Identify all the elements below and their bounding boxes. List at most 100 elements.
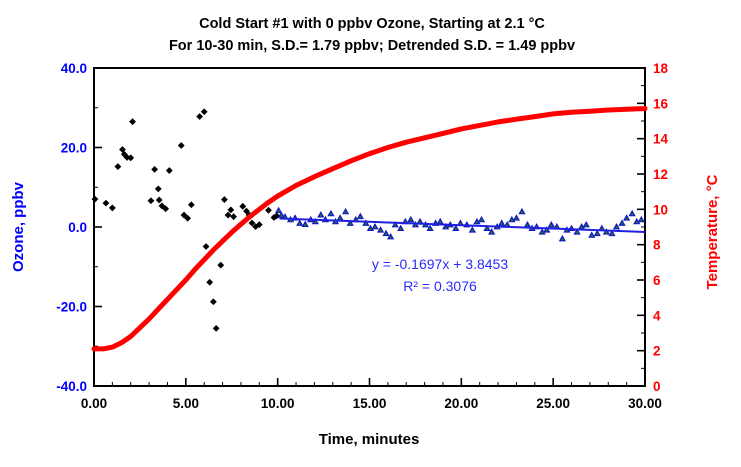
x-tick-label: 25.00 (536, 396, 570, 411)
detrended-ozone-point-center (561, 238, 564, 241)
right-y-tick-label: 12 (653, 167, 668, 182)
detrended-ozone-point (391, 221, 399, 228)
ozone-point (177, 142, 185, 149)
detrended-ozone-point-center (585, 224, 588, 227)
x-tick-label: 15.00 (353, 396, 387, 411)
ozone-point (162, 205, 170, 213)
detrended-ozone-point-center (625, 217, 628, 220)
x-tick-label: 0.00 (81, 396, 107, 411)
detrended-ozone-point-center (384, 232, 388, 236)
detrended-ozone-point (382, 229, 390, 237)
detrended-ozone-point-center (394, 224, 397, 227)
detrended-ozone-point (612, 223, 621, 230)
ozone-point (273, 212, 281, 220)
ozone-point (224, 211, 232, 219)
ozone-point (248, 219, 256, 227)
detrended-ozone-point-center (428, 227, 432, 231)
detrended-ozone-point (477, 215, 486, 223)
detrended-ozone-point-center (373, 226, 377, 229)
ozone-point (209, 298, 217, 306)
right-y-tick-label: 4 (653, 308, 661, 323)
ozone-point (119, 146, 126, 153)
x-tick-label: 10.00 (261, 396, 295, 411)
ozone-point (243, 207, 250, 215)
ozone-point (217, 261, 225, 269)
detrended-ozone-point (623, 214, 631, 221)
detrended-ozone-point-center (620, 222, 624, 226)
regression-r-squared: R² = 0.3076 (403, 278, 477, 294)
ozone-point (265, 206, 272, 214)
detrended-ozone-point-center (389, 236, 392, 239)
detrended-ozone-point-center (480, 219, 483, 222)
ozone-point (212, 324, 220, 332)
detrended-ozone-point-center (615, 226, 618, 229)
x-tick-label: 5.00 (173, 396, 199, 411)
detrended-ozone-point-center (490, 231, 493, 234)
right-y-tick-label: 10 (653, 202, 668, 217)
detrended-ozone-point-center (454, 227, 458, 231)
ozone-point (239, 202, 247, 210)
detrended-ozone-point-center (277, 209, 280, 213)
ozone-point (196, 113, 204, 120)
ozone-trend-line (279, 217, 646, 233)
chart-title-line2: For 10-30 min, S.D.= 1.79 ppbv; Detrende… (169, 38, 575, 54)
detrended-ozone-point-center (319, 214, 323, 217)
detrended-ozone-point-center (510, 219, 514, 222)
detrended-ozone-point-center (596, 232, 599, 236)
ozone-point (154, 185, 162, 193)
left-y-tick-label: 0.0 (68, 220, 87, 235)
ozone-point (129, 118, 136, 126)
chart-title-line1: Cold Start #1 with 0 ppbv Ozone, Startin… (199, 16, 545, 32)
detrended-ozone-point-center (590, 234, 593, 237)
ozone-point (184, 214, 192, 222)
detrended-ozone-point-center (349, 222, 352, 226)
detrended-ozone-point-center (444, 226, 447, 229)
ozone-point (200, 108, 208, 116)
detrended-ozone-point (547, 221, 555, 228)
temperature-curve (91, 106, 648, 352)
ozone-point (155, 196, 163, 204)
ozone-point (165, 167, 173, 174)
detrended-ozone-point-center (526, 224, 529, 227)
detrended-ozone-point-center (334, 221, 337, 224)
detrended-ozone-point-center (344, 211, 347, 214)
ozone-point (180, 211, 188, 219)
right-y-tick-label: 14 (653, 132, 669, 147)
detrended-ozone-point-center (379, 229, 382, 232)
detrended-ozone-point-center (520, 211, 524, 214)
detrended-ozone-point-center (545, 229, 548, 232)
detrended-ozone-point-center (338, 217, 342, 220)
detrended-ozone-point (628, 209, 636, 217)
detrended-ozone-point (608, 229, 616, 237)
left-y-axis-title: Ozone, ppbv (10, 181, 27, 272)
detrended-ozone-point-center (399, 227, 402, 231)
detrended-ozone-point-center (329, 213, 333, 216)
detrended-ozone-point (573, 228, 581, 235)
ozone-point (206, 278, 214, 286)
detrended-ozone-point (327, 209, 335, 217)
right-y-tick-label: 6 (653, 273, 661, 288)
left-y-tick-label: -20.0 (56, 300, 87, 315)
detrended-ozone-point (523, 221, 532, 228)
x-tick-label: 20.00 (444, 396, 478, 411)
ozone-point (202, 243, 210, 250)
detrended-ozone-point (618, 219, 626, 226)
detrended-ozone-point-center (304, 223, 307, 227)
ozone-point (123, 154, 131, 161)
detrended-ozone-point-center (610, 232, 614, 236)
detrended-ozone-point-center (439, 221, 442, 224)
detrended-ozone-point-center (575, 231, 579, 234)
detrended-ozone-point-center (471, 229, 474, 232)
ozone-point (230, 213, 237, 221)
detrended-ozone-point (356, 212, 364, 220)
ozone-point (187, 201, 195, 209)
detrended-ozone-point-center (409, 219, 413, 222)
detrended-ozone-point-center (540, 231, 544, 234)
ozone-point (158, 202, 166, 210)
detrended-ozone-point-center (298, 222, 301, 226)
detrended-ozone-point (376, 226, 385, 233)
x-tick-label: 30.00 (628, 396, 662, 411)
ozone-point (147, 197, 155, 205)
plot-area: 0.00 5.00 10.00 15.00 20.00 25.00 30.0040.020.… (56, 61, 668, 411)
